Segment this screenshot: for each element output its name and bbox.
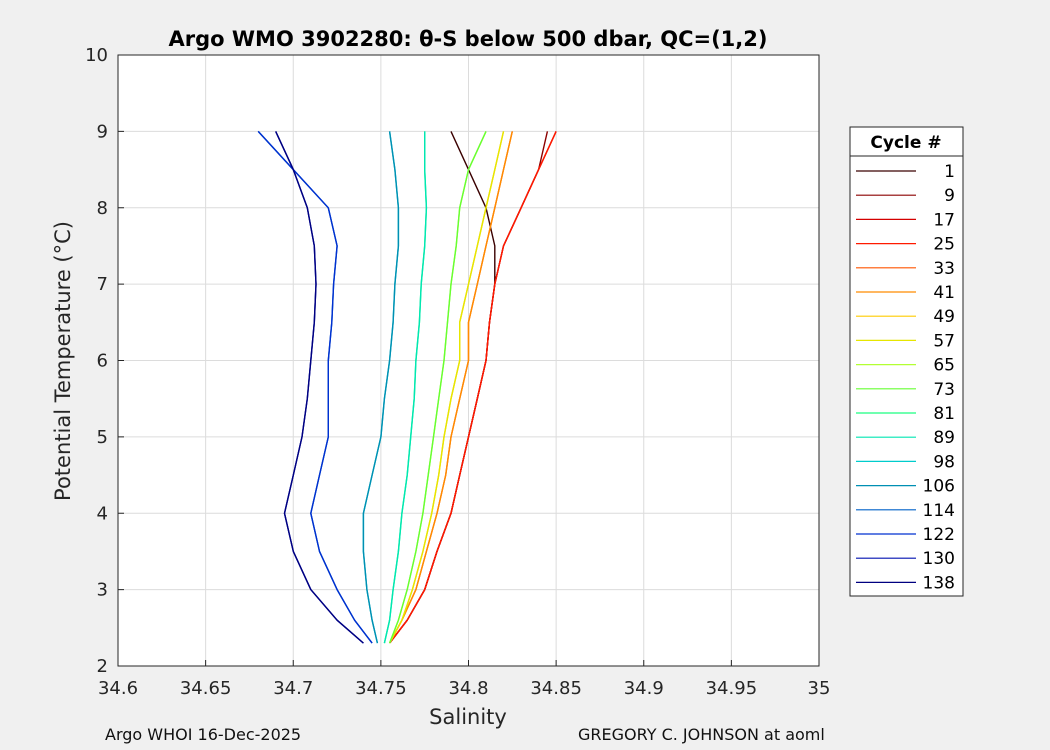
legend-label: 57 bbox=[933, 331, 955, 351]
legend-label: 130 bbox=[923, 549, 955, 569]
legend-label: 122 bbox=[923, 525, 955, 545]
series-line-cycle-122 bbox=[257, 130, 373, 644]
legend-label: 49 bbox=[933, 307, 955, 327]
y-tick-label: 8 bbox=[97, 198, 108, 219]
legend-label: 41 bbox=[933, 283, 955, 303]
legend-label: 89 bbox=[933, 428, 955, 448]
legend-label: 17 bbox=[933, 210, 955, 230]
x-tick-label: 34.9 bbox=[624, 678, 664, 699]
series-line-cycle-138 bbox=[275, 131, 364, 644]
footer-left: Argo WHOI 16-Dec-2025 bbox=[105, 725, 302, 744]
y-tick-label: 10 bbox=[85, 45, 108, 66]
y-tick-label: 9 bbox=[97, 121, 108, 142]
legend-label: 33 bbox=[933, 259, 955, 279]
legend-label: 81 bbox=[933, 404, 955, 424]
x-tick-label: 34.6 bbox=[98, 678, 138, 699]
y-axis-label: Potential Temperature (°C) bbox=[51, 221, 75, 501]
footer-right: GREGORY C. JOHNSON at aoml bbox=[578, 725, 825, 744]
legend-title: Cycle # bbox=[870, 133, 941, 153]
y-tick-label: 6 bbox=[97, 351, 108, 372]
y-tick-label: 4 bbox=[97, 503, 108, 524]
y-tick-label: 2 bbox=[97, 656, 108, 677]
legend-label: 114 bbox=[923, 501, 955, 521]
series-line-cycle-73 bbox=[388, 131, 487, 644]
x-tick-label: 34.95 bbox=[706, 678, 758, 699]
series-line-cycle-89 bbox=[383, 131, 428, 644]
series-line-cycle-106 bbox=[362, 131, 400, 644]
x-tick-label: 34.8 bbox=[448, 678, 488, 699]
chart-title: Argo WMO 3902280: θ-S below 500 dbar, QC… bbox=[169, 27, 768, 51]
legend-label: 1 bbox=[944, 162, 955, 182]
legend-label: 98 bbox=[933, 452, 955, 472]
series-line-cycle-41 bbox=[388, 131, 513, 644]
x-axis-label: Salinity bbox=[429, 705, 507, 729]
axis-ticks: 34.6 34.65 34.7 34.75 34.8 34.85 34.9 34.95 3523… bbox=[85, 45, 830, 699]
y-tick-label: 7 bbox=[97, 274, 108, 295]
x-tick-label: 34.7 bbox=[273, 678, 313, 699]
series-layer bbox=[257, 130, 557, 644]
y-tick-label: 5 bbox=[97, 427, 108, 448]
legend-label: 9 bbox=[944, 186, 955, 206]
x-tick-label: 34.65 bbox=[180, 678, 232, 699]
legend: Cycle # 1 9 17 25 33 41 49 57 65 73 81 89 98 106 114 12… bbox=[849, 126, 964, 597]
legend-label: 73 bbox=[933, 380, 955, 400]
legend-label: 25 bbox=[933, 235, 955, 255]
x-tick-label: 34.85 bbox=[530, 678, 582, 699]
series-line-cycle-57 bbox=[388, 131, 505, 644]
series-line-cycle-25 bbox=[389, 131, 557, 644]
legend-box bbox=[849, 126, 964, 597]
legend-label: 65 bbox=[933, 356, 955, 376]
legend-label: 106 bbox=[923, 477, 955, 497]
y-tick-label: 3 bbox=[97, 580, 108, 601]
legend-label: 138 bbox=[923, 573, 955, 593]
x-tick-label: 34.75 bbox=[355, 678, 407, 699]
x-tick-label: 35 bbox=[808, 678, 831, 699]
legend-items: 1 9 17 25 33 41 49 57 65 73 81 89 98 106 114 122 130 138 bbox=[856, 162, 955, 593]
